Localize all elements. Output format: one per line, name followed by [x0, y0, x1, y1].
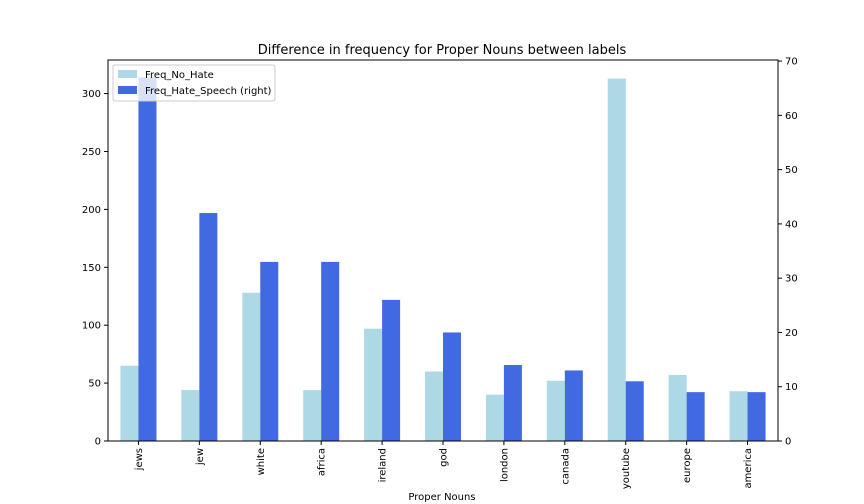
y-right-tick-label: 60	[785, 111, 798, 122]
y-left-tick-label: 100	[82, 321, 101, 332]
y-left-tick-label: 150	[82, 263, 101, 274]
legend-label-hate-speech: Freq_Hate_Speech (right)	[145, 86, 272, 97]
y-right-tick-label: 10	[785, 382, 798, 393]
x-axis-label: Proper Nouns	[408, 492, 475, 503]
bar-no-hate-europe	[668, 374, 687, 441]
bar-no-hate-jews	[120, 365, 139, 441]
x-tick-label: london	[499, 448, 510, 482]
x-tick-label: jew	[195, 448, 206, 466]
y-right-tick-label: 30	[785, 274, 798, 285]
y-right-tick-label: 20	[785, 328, 798, 339]
bar-hate-speech-america	[747, 392, 766, 441]
y-left-ticks-group: 0 50 100 150 200 250 300	[82, 89, 108, 448]
bar-no-hate-ireland	[364, 328, 383, 441]
legend-frame	[112, 64, 276, 102]
y-left-tick-label: 300	[82, 89, 101, 100]
bar-no-hate-god	[425, 371, 443, 441]
x-ticks-group: jews jew white africa ireland god london canada…	[134, 441, 754, 489]
bar-hate-speech-jews	[138, 77, 157, 441]
y-right-tick-label: 50	[785, 165, 798, 176]
bar-hate-speech-white	[260, 261, 279, 441]
y-right-tick-label: 0	[785, 437, 791, 448]
y-right-ticks-group: 0 10 20 30 40 50 60 70	[778, 57, 798, 448]
bar-no-hate-canada	[546, 380, 565, 441]
x-tick-label: god	[439, 448, 450, 467]
bar-hate-speech-london	[503, 365, 522, 441]
bar-hate-speech-ireland	[382, 299, 401, 441]
bar-no-hate-white	[242, 292, 261, 441]
y-right-tick-label: 70	[785, 57, 798, 68]
x-tick-label: canada	[560, 448, 571, 485]
bar-no-hate-africa	[303, 390, 322, 441]
bar-hate-speech-god	[443, 332, 461, 441]
legend-swatch-hate-speech	[118, 86, 137, 94]
bar-hate-speech-jew	[199, 213, 218, 441]
bar-hate-speech-youtube	[625, 381, 644, 441]
x-tick-label: white	[256, 448, 267, 475]
legend-label-no-hate: Freq_No_Hate	[145, 70, 214, 81]
bar-no-hate-london	[485, 394, 504, 441]
bar-no-hate-youtube	[607, 78, 626, 442]
bar-hate-speech-canada	[564, 370, 583, 441]
bar-hate-speech-europe	[686, 392, 705, 441]
y-right-tick-label: 40	[785, 219, 798, 230]
bar-hate-speech-africa	[321, 261, 340, 441]
x-tick-label: america	[743, 448, 754, 489]
bar-no-hate-america	[729, 391, 748, 441]
x-tick-label: youtube	[621, 448, 632, 489]
legend-swatch-no-hate	[118, 70, 137, 78]
y-left-tick-label: 0	[95, 437, 101, 448]
bars-group	[120, 77, 766, 442]
x-tick-label: jews	[134, 448, 145, 471]
x-tick-label: africa	[317, 448, 328, 476]
x-tick-label: europe	[682, 448, 693, 483]
y-left-tick-label: 200	[82, 205, 101, 216]
y-left-tick-label: 250	[82, 147, 101, 158]
bar-no-hate-jew	[181, 390, 200, 441]
legend: Freq_No_Hate Freq_Hate_Speech (right)	[112, 64, 276, 102]
x-tick-label: ireland	[378, 448, 389, 482]
chart-title: Difference in frequency for Proper Nouns…	[258, 43, 627, 58]
y-left-tick-label: 50	[88, 379, 101, 390]
